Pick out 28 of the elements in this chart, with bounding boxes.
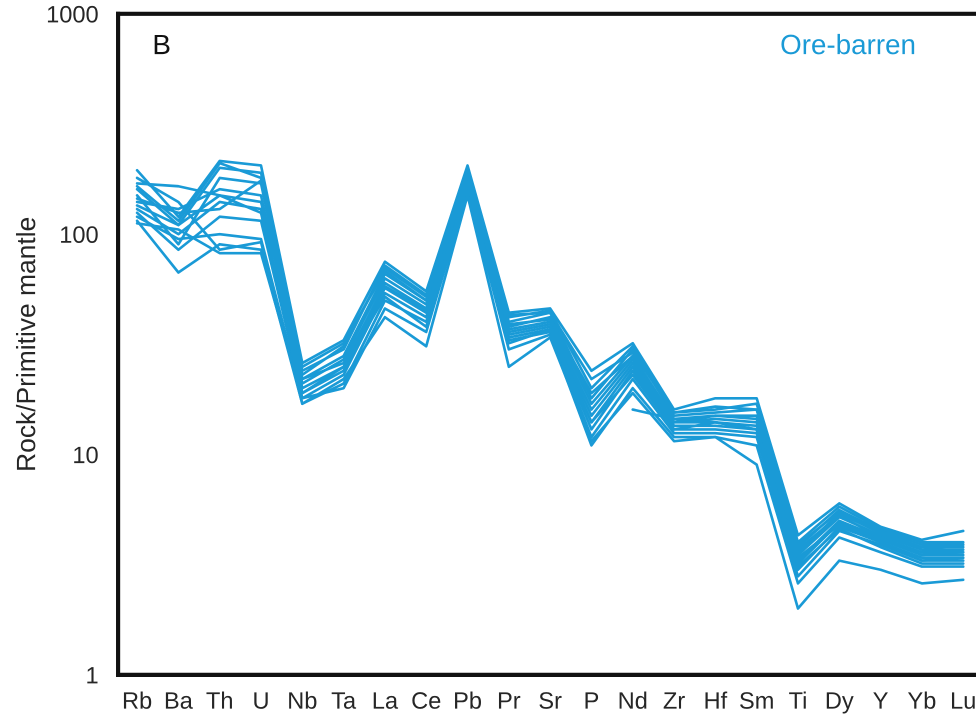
x-tick-label: Yb <box>908 692 936 709</box>
x-tick-label: Rb <box>124 692 152 709</box>
x-tick-label: Ba <box>166 692 193 709</box>
x-tick-label: U <box>254 692 268 709</box>
y-tick-label: 10 <box>74 446 98 464</box>
x-tick-label: Ta <box>332 692 356 709</box>
x-tick-label: Th <box>206 692 232 709</box>
y-tick-label: 1 <box>87 667 98 684</box>
x-tick-label: Sr <box>539 692 562 709</box>
x-tick-label: Ce <box>412 692 440 709</box>
y-tick-label: 100 <box>61 226 98 243</box>
x-tick-label: Dy <box>826 692 854 714</box>
x-tick-label: Pb <box>455 692 481 709</box>
x-tick-label: Nb <box>289 692 316 709</box>
x-tick-label: P <box>586 692 598 709</box>
y-tick-label: 1000 <box>48 6 98 23</box>
x-tick-label: Nd <box>620 692 646 709</box>
annotation: Ore-barren <box>781 34 914 54</box>
x-tick-label: La <box>374 692 398 709</box>
x-tick-label: Pr <box>498 692 520 709</box>
x-tick-label: Ti <box>789 692 806 709</box>
x-tick-label: Sm <box>740 692 773 709</box>
x-tick-label: Lu <box>952 692 975 709</box>
y-axis-title: Rock/Primitive mantle <box>16 218 36 470</box>
x-tick-label: Zr <box>664 692 685 709</box>
x-tick-label: Y <box>873 692 888 709</box>
x-tick-label: Hf <box>705 692 728 709</box>
annotation: B <box>154 34 170 54</box>
